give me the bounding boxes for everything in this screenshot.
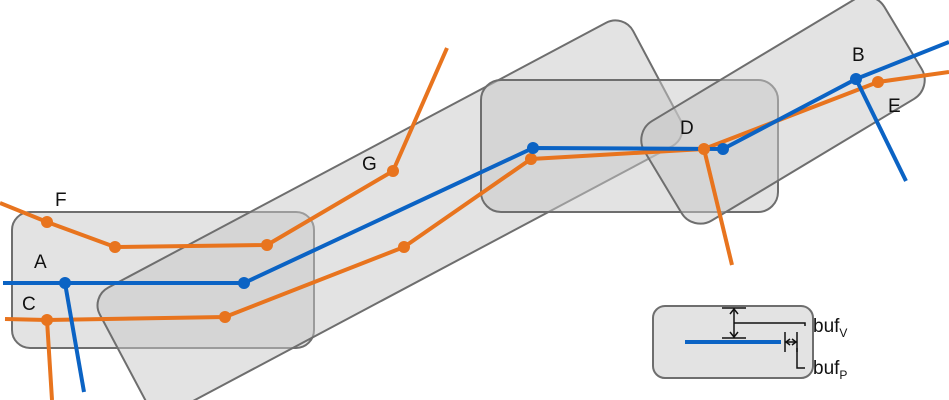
label-g: G [362,154,377,175]
node-blue [527,142,539,154]
legend-buf-v-label: bufV [813,316,847,340]
node-e [872,76,884,88]
legend-buf-p-label: bufP [813,358,847,382]
node-a [59,277,71,289]
node-orange [219,311,231,323]
label-c: C [22,294,36,315]
node-blue [717,143,729,155]
node-orange [261,239,273,251]
node-orange [398,241,410,253]
node-orange [109,241,121,253]
node-orange [525,153,537,165]
label-e: E [888,96,901,117]
node-b [850,73,862,85]
node-d [698,143,710,155]
node-g [387,165,399,177]
node-blue [238,277,250,289]
label-f: F [55,190,67,211]
node-f [41,216,53,228]
label-d: D [680,118,694,139]
label-a: A [34,252,47,273]
node-c [41,314,53,326]
label-b: B [852,45,865,66]
